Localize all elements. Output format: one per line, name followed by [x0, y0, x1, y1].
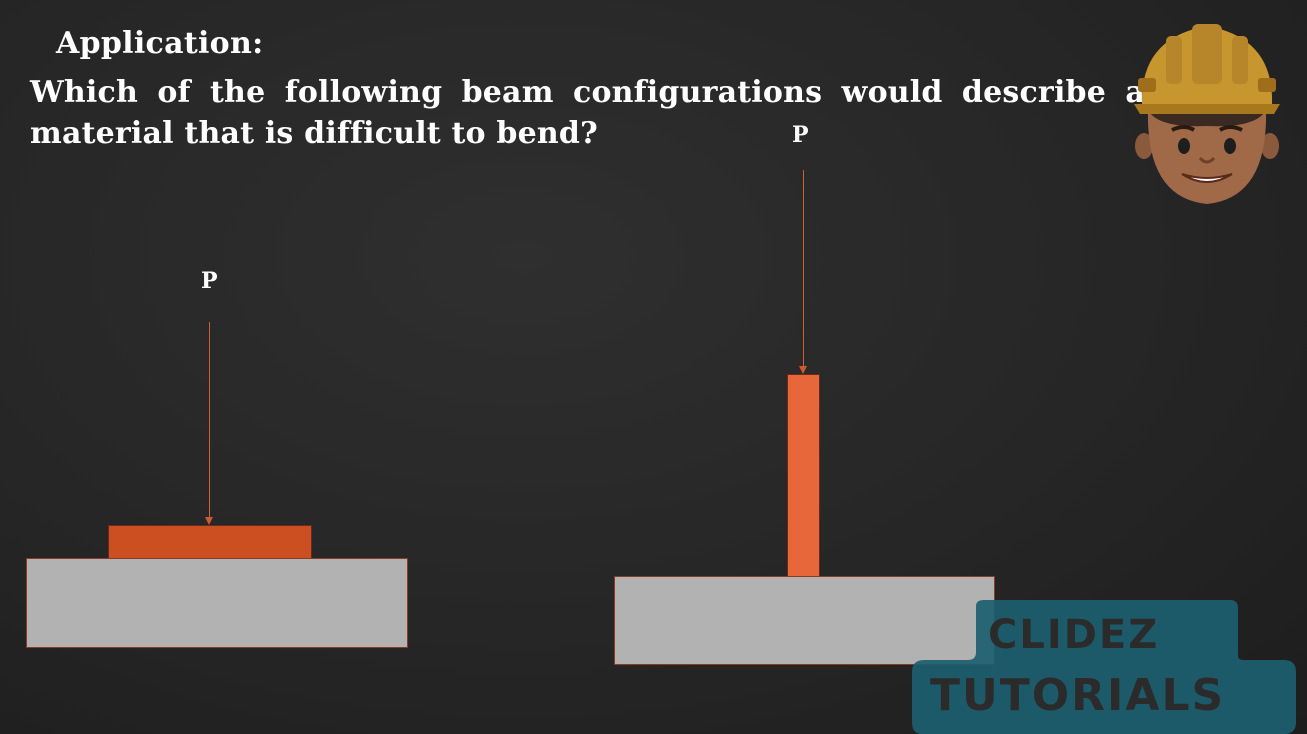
load-arrowhead-left [205, 517, 213, 525]
load-arrow-left [209, 322, 210, 518]
question-text: Which of the following beam configuratio… [30, 75, 1145, 151]
brand-badge-shape [912, 600, 1296, 734]
support-block-right [614, 576, 995, 665]
upright-beam [787, 374, 820, 577]
brand-line2: TUTORIALS [930, 670, 1226, 721]
brand-line1: CLIDEZ [988, 612, 1160, 658]
load-arrow-right [803, 170, 804, 367]
brand-watermark: CLIDEZ TUTORIALS [912, 600, 1296, 734]
load-label-right: P [792, 122, 809, 148]
flat-beam [108, 525, 312, 559]
engineer-mascot-icon [1134, 24, 1280, 204]
load-label-left: P [201, 268, 218, 294]
slide-heading: Application: [56, 26, 264, 61]
load-arrowhead-right [799, 366, 807, 374]
support-block-left [26, 558, 408, 648]
